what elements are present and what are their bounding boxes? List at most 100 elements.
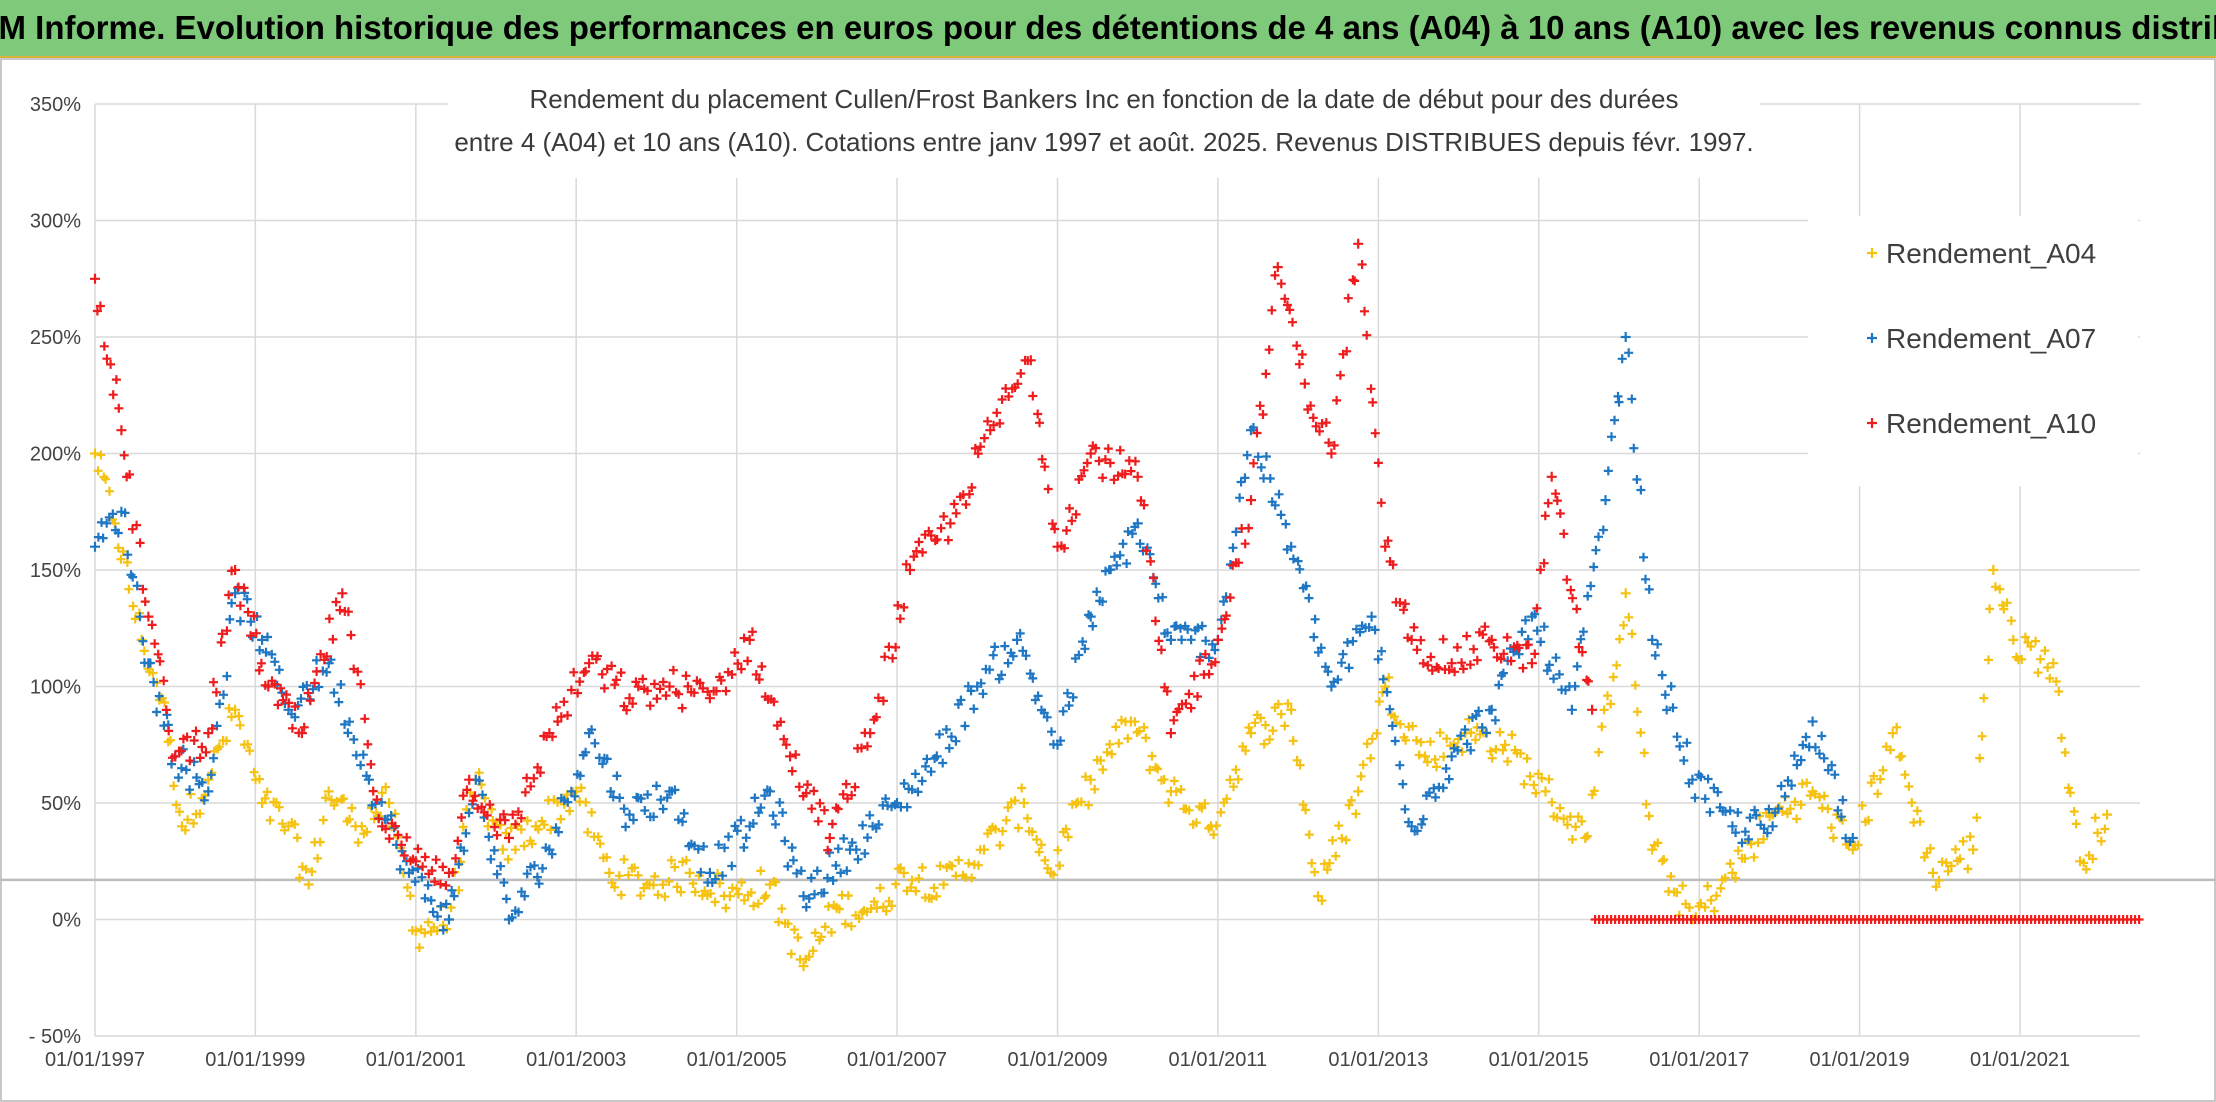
interpolated-point <box>804 894 814 903</box>
interpolated-point <box>1776 781 1786 791</box>
data-point <box>2102 809 2113 820</box>
interpolated-point <box>1325 858 1335 868</box>
interpolated-point <box>1388 560 1398 570</box>
interpolated-point <box>102 354 112 364</box>
interpolated-point <box>1285 305 1295 315</box>
interpolated-point <box>372 795 382 805</box>
interpolated-point <box>1499 649 1509 659</box>
interpolated-point <box>1574 642 1584 652</box>
chart-title-background <box>448 60 1760 178</box>
interpolated-point <box>775 798 785 807</box>
interpolated-point <box>1700 902 1710 912</box>
interpolated-point <box>496 861 506 871</box>
interpolated-point <box>1636 485 1646 495</box>
interpolated-point <box>638 674 648 684</box>
interpolated-point <box>492 869 502 879</box>
interpolated-point <box>1267 305 1277 315</box>
interpolated-point <box>819 805 829 815</box>
interpolated-point <box>1866 778 1876 788</box>
interpolated-point <box>420 928 430 938</box>
data-point <box>1727 867 1738 878</box>
interpolated-point <box>1094 456 1104 466</box>
interpolated-point <box>234 711 244 721</box>
interpolated-point <box>736 664 746 674</box>
interpolated-point <box>1425 737 1435 747</box>
interpolated-point <box>1059 543 1069 553</box>
interpolated-point <box>461 828 471 838</box>
interpolated-point <box>780 836 790 846</box>
legend-label: Rendement_A10 <box>1886 408 2096 439</box>
interpolated-point <box>551 702 561 712</box>
interpolated-point <box>1662 705 1672 715</box>
interpolated-point <box>1244 523 1254 533</box>
interpolated-point <box>1627 629 1637 639</box>
interpolated-point <box>113 528 123 538</box>
interpolated-point <box>1063 832 1073 842</box>
data-point <box>1353 786 1364 797</box>
interpolated-point <box>1332 395 1342 405</box>
interpolated-point <box>1711 891 1721 901</box>
interpolated-point <box>1242 450 1252 460</box>
interpolated-point <box>1886 745 1895 755</box>
interpolated-point <box>261 647 271 657</box>
interpolated-point <box>575 677 585 687</box>
interpolated-point <box>1231 527 1241 537</box>
interpolated-point <box>788 855 798 865</box>
interpolated-point <box>912 546 921 556</box>
interpolated-point <box>500 815 510 825</box>
interpolated-point <box>256 658 266 668</box>
interpolated-point <box>1610 415 1619 425</box>
interpolated-point <box>1273 699 1283 709</box>
interpolated-point <box>1828 833 1838 843</box>
interpolated-point <box>1376 498 1386 508</box>
interpolated-point <box>249 767 259 777</box>
data-point <box>1587 704 1598 715</box>
interpolated-point <box>1641 799 1651 809</box>
interpolated-point <box>645 701 655 711</box>
interpolated-point <box>907 875 917 885</box>
interpolated-point <box>1335 370 1345 380</box>
interpolated-point <box>831 861 841 870</box>
interpolated-point <box>1122 559 1132 568</box>
interpolated-point <box>206 770 216 780</box>
interpolated-point <box>305 696 315 706</box>
interpolated-point <box>1080 644 1090 654</box>
interpolated-point <box>1544 774 1554 784</box>
interpolated-point <box>492 830 502 840</box>
interpolated-point <box>910 769 920 779</box>
interpolated-point <box>710 897 720 907</box>
data-point <box>363 774 374 785</box>
interpolated-point <box>159 676 169 686</box>
interpolated-point <box>2045 673 2055 683</box>
interpolated-point <box>681 855 691 865</box>
x-tick-label: 01/01/2001 <box>366 1049 466 1071</box>
interpolated-point <box>1343 293 1353 303</box>
interpolated-point <box>749 901 759 911</box>
interpolated-point <box>1130 717 1140 727</box>
interpolated-point <box>751 670 761 679</box>
data-point <box>945 518 956 529</box>
data-point <box>1887 728 1898 739</box>
interpolated-point <box>417 872 427 882</box>
interpolated-point <box>754 808 764 818</box>
interpolated-point <box>748 819 758 828</box>
interpolated-point <box>1594 532 1603 542</box>
interpolated-point <box>932 891 942 901</box>
interpolated-point <box>631 677 641 687</box>
interpolated-point <box>426 895 436 905</box>
interpolated-point <box>614 871 624 881</box>
interpolated-point <box>569 667 579 677</box>
data-point <box>1406 634 1417 645</box>
interpolated-point <box>1979 693 1989 703</box>
interpolated-point <box>1737 838 1747 848</box>
interpolated-point <box>343 607 353 617</box>
interpolated-point <box>1315 426 1324 436</box>
interpolated-point <box>1551 489 1561 499</box>
interpolated-point <box>255 774 264 784</box>
interpolated-point <box>840 919 850 929</box>
interpolated-point <box>747 627 757 637</box>
interpolated-point <box>1819 753 1829 763</box>
interpolated-point <box>888 653 898 663</box>
interpolated-point <box>776 717 786 727</box>
interpolated-point <box>513 807 523 817</box>
